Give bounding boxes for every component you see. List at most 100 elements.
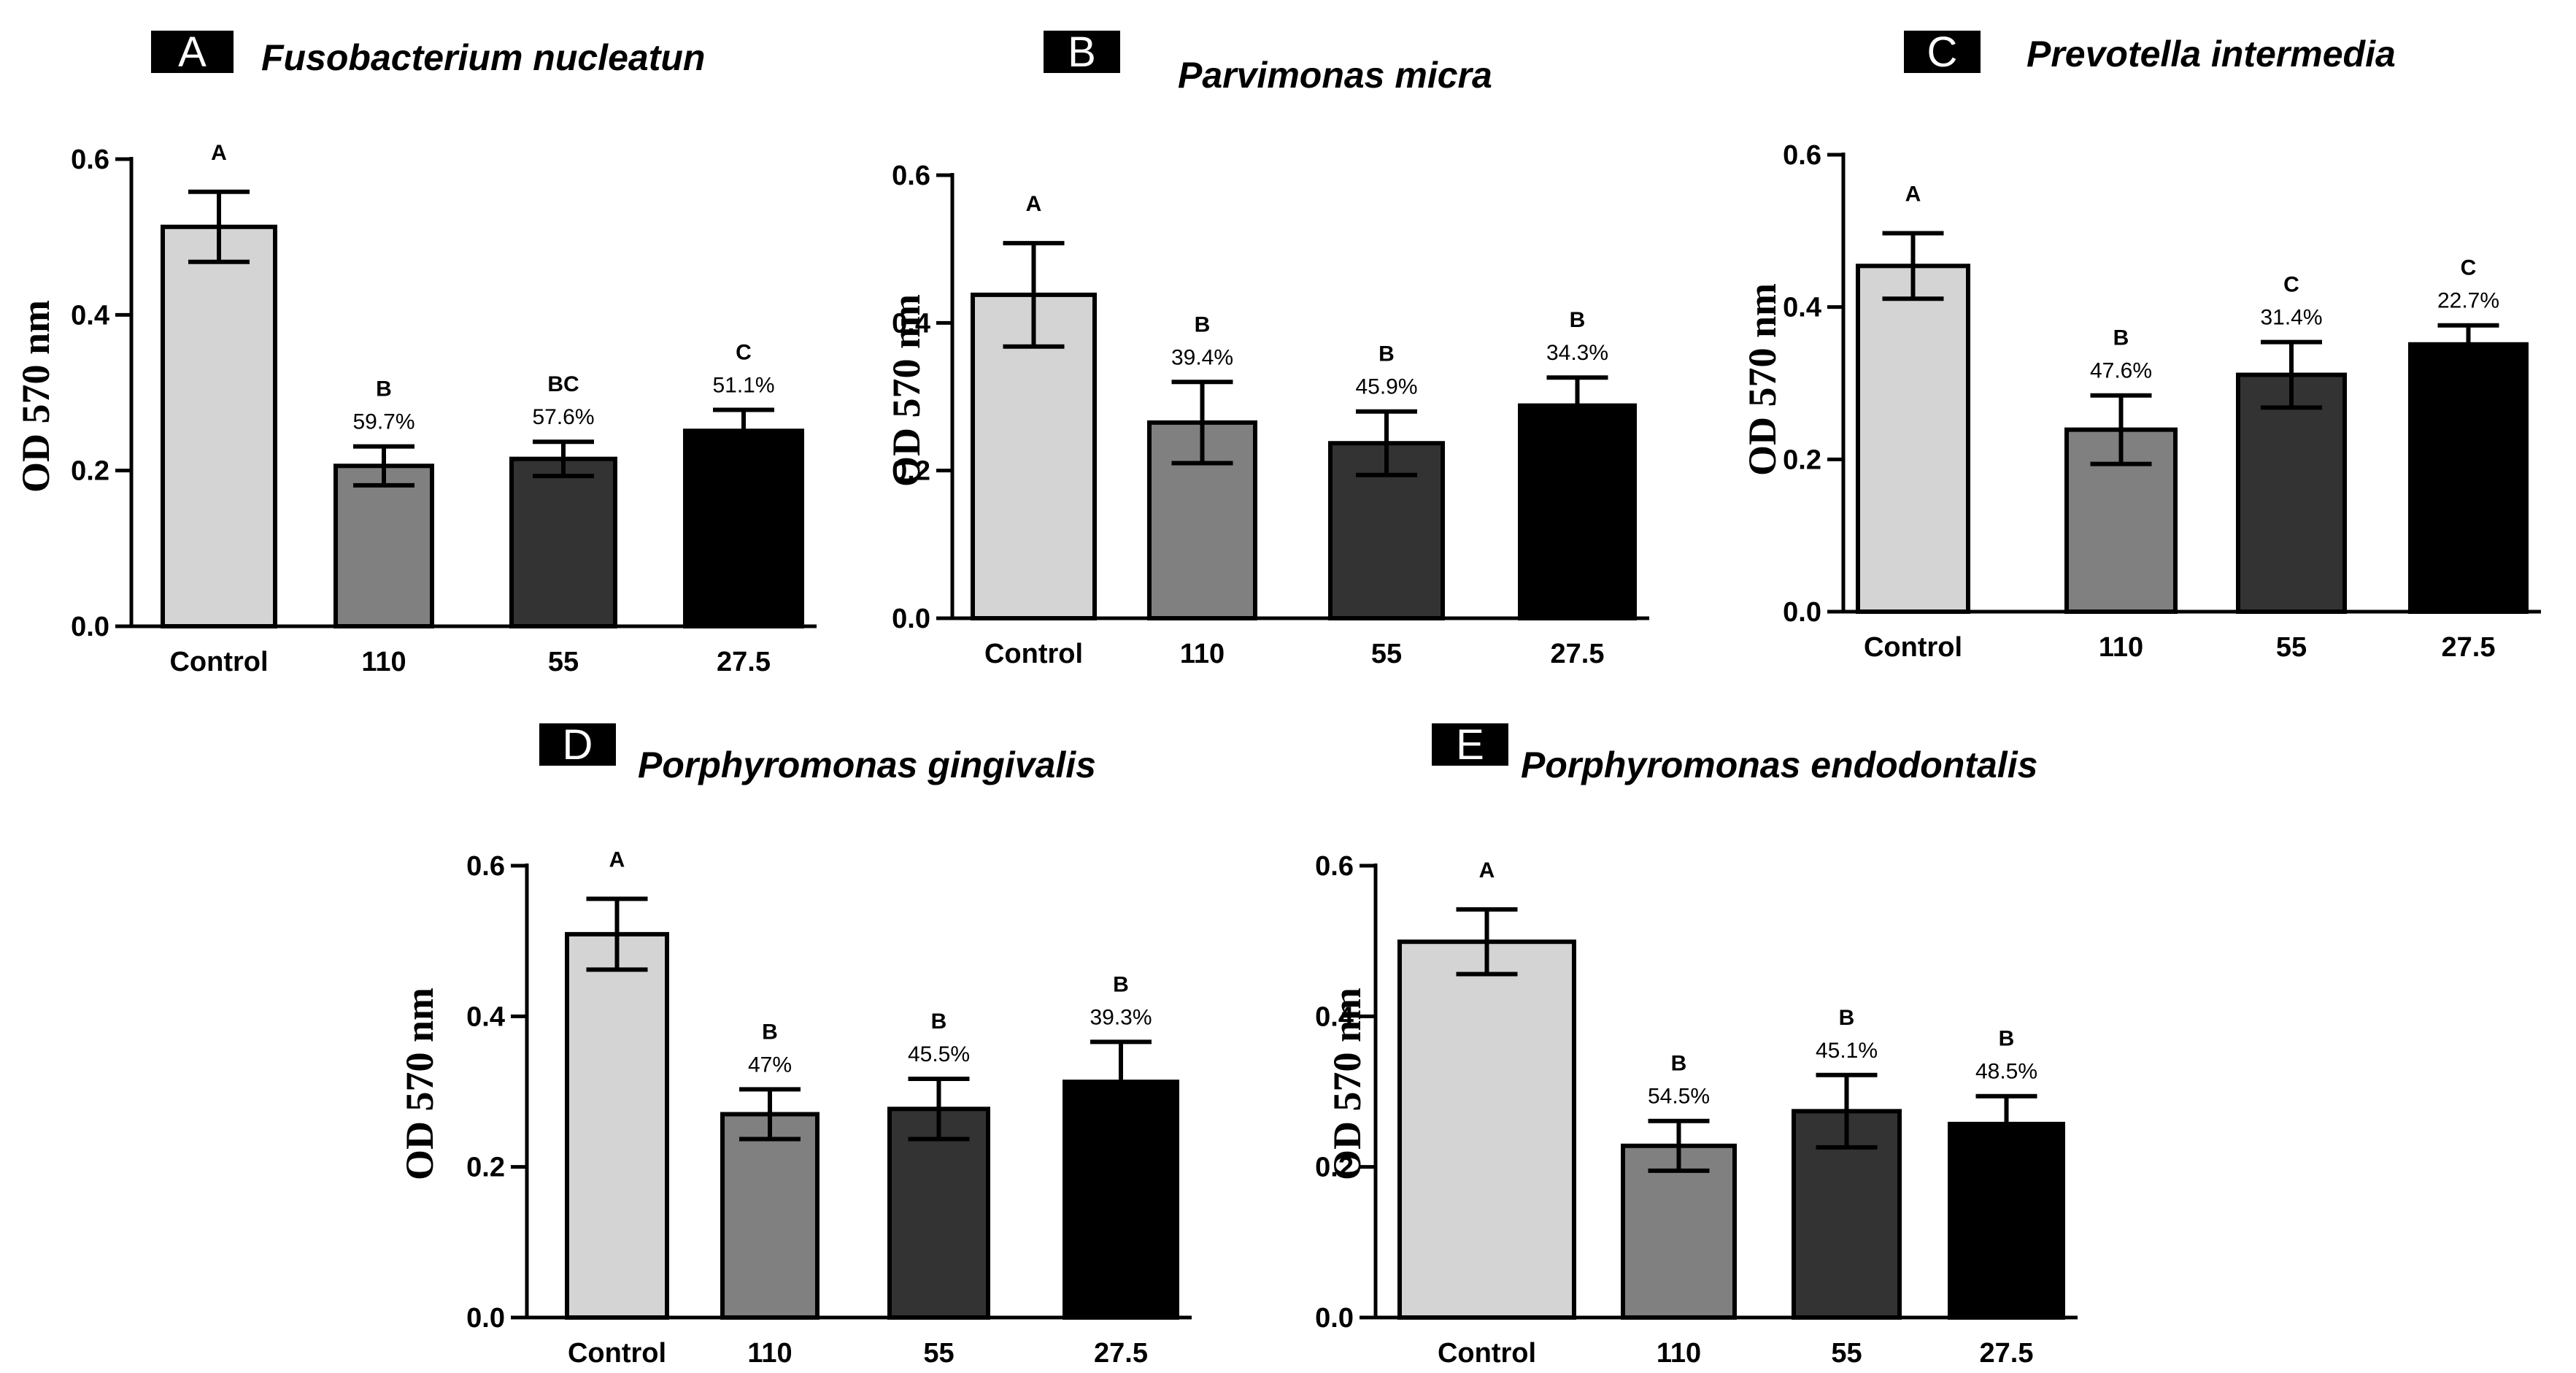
x-tick-label: 27.5 [1551, 639, 1605, 669]
significance-letter: C [2283, 273, 2299, 297]
significance-letter: B [931, 1009, 947, 1034]
x-tick-label: 27.5 [1980, 1338, 2034, 1369]
chart-title: Fusobacterium nucleatun [261, 37, 705, 78]
bar [565, 931, 669, 1320]
bar [683, 428, 804, 628]
bar [1621, 1143, 1737, 1320]
x-tick-label: 110 [747, 1338, 792, 1369]
y-tick-label: 0.0 [71, 612, 109, 642]
x-tick-label: 27.5 [2442, 632, 2496, 663]
y-tick-label: 0.4 [892, 308, 930, 339]
significance-letter: B [1195, 312, 1211, 336]
significance-letter: B [762, 1020, 778, 1044]
y-tick-label: 0.2 [892, 456, 930, 487]
panel-label-box [539, 723, 616, 766]
panel-b: B Parvimonas micra OD 570 nm 0.0 0.2 0.4 0.6 Co… [884, 28, 1649, 669]
x-tick-label: 27.5 [1094, 1338, 1148, 1369]
panel-d: D Porphyromonas gingivalis OD 570 nm 0.0 0.2… [398, 721, 1192, 1369]
x-tick-label: 110 [361, 647, 406, 677]
bar [971, 292, 1097, 620]
chart-title: Prevotella intermedia [2027, 34, 2396, 74]
percent-label: 51.1% [712, 373, 774, 397]
y-tick-label: 0.6 [466, 851, 505, 882]
percent-label: 45.9% [1355, 375, 1417, 399]
y-tick-label: 0.0 [892, 604, 930, 634]
panel-label-box [1432, 723, 1508, 766]
panel-e: E Porphyromonas endodontalis OD 570 nm 0.0 0… [1315, 721, 2078, 1369]
bar [1518, 403, 1637, 620]
chart-title: Parvimonas micra [1178, 55, 1492, 96]
panel-label: D [563, 721, 593, 769]
significance-letter: B [1671, 1052, 1687, 1076]
x-tick-label: Control [1864, 632, 1962, 663]
bar [1856, 264, 1970, 614]
y-tick-label: 0.2 [1315, 1153, 1354, 1183]
chart-title: Porphyromonas endodontalis [1521, 745, 2037, 785]
y-axis-title: OD 570 nm [1740, 283, 1784, 476]
bar [1147, 420, 1257, 620]
x-tick-label: 110 [1180, 639, 1225, 669]
x-tick-label: Control [1438, 1338, 1536, 1369]
y-axis-title: OD 570 nm [1325, 988, 1369, 1180]
y-tick-label: 0.2 [71, 456, 109, 487]
x-tick-label: 110 [1657, 1338, 1701, 1369]
y-tick-label: 0.6 [892, 161, 930, 191]
y-tick-label: 0.4 [466, 1001, 505, 1032]
y-tick-label: 0.2 [466, 1153, 505, 1183]
significance-letter: C [2461, 256, 2477, 280]
x-tick-label: Control [984, 639, 1083, 669]
percent-label: 47% [748, 1053, 792, 1077]
panel-a: A Fusobacterium nucleatun OD 570 nm 0.0 0.2 0… [14, 28, 817, 677]
y-tick-label: 0.4 [1315, 1001, 1354, 1032]
bar [2408, 342, 2529, 614]
panel-label-box [1044, 31, 1120, 73]
panel-label: C [1927, 28, 1958, 76]
percent-label: 39.3% [1090, 1005, 1152, 1029]
x-tick-label: 27.5 [717, 647, 771, 677]
y-tick-label: 0.2 [1783, 445, 1821, 475]
bar [720, 1112, 820, 1320]
bar [2236, 372, 2347, 614]
y-tick-label: 0.4 [71, 300, 109, 331]
y-tick-label: 0.0 [1783, 597, 1821, 628]
x-tick-label: 55 [1371, 639, 1402, 669]
panel-label-box [1904, 31, 1981, 73]
significance-letter: A [1026, 192, 1042, 216]
panel-c: C Prevotella intermedia OD 570 nm 0.0 0.2 0.4… [1740, 28, 2541, 663]
significance-letter: B [1113, 972, 1129, 996]
y-tick-label: 0.0 [1315, 1303, 1354, 1334]
bar [1948, 1121, 2065, 1320]
y-tick-label: 0.6 [1783, 140, 1821, 171]
significance-letter: A [609, 847, 625, 872]
significance-letter: B [2113, 326, 2129, 350]
y-tick-label: 0.6 [71, 145, 109, 175]
y-axis-title: OD 570 nm [398, 988, 441, 1180]
panel-label: B [1068, 28, 1096, 76]
chart-title: Porphyromonas gingivalis [638, 745, 1096, 785]
percent-label: 59.7% [352, 410, 414, 434]
significance-letter: B [376, 377, 392, 401]
significance-letter: A [211, 141, 227, 165]
y-axis-title: OD 570 nm [14, 300, 58, 493]
x-tick-label: 55 [1831, 1338, 1862, 1369]
significance-letter: B [1570, 308, 1586, 332]
x-tick-label: 110 [2099, 632, 2143, 663]
percent-label: 39.4% [1171, 345, 1233, 369]
panel-label: E [1456, 721, 1484, 769]
panel-label: A [178, 28, 207, 76]
x-tick-label: 55 [2276, 632, 2307, 663]
significance-letter: C [736, 340, 752, 364]
bar [161, 224, 277, 628]
bar [509, 456, 617, 629]
significance-letter: A [1479, 858, 1495, 882]
x-tick-label: 55 [923, 1338, 954, 1369]
bar [1397, 939, 1576, 1320]
percent-label: 54.5% [1648, 1085, 1710, 1109]
percent-label: 48.5% [1975, 1060, 2037, 1084]
x-tick-label: 55 [548, 647, 579, 677]
bar [333, 464, 434, 628]
significance-letter: A [1905, 182, 1921, 206]
percent-label: 47.6% [2090, 359, 2152, 383]
significance-letter: B [1999, 1027, 2015, 1051]
